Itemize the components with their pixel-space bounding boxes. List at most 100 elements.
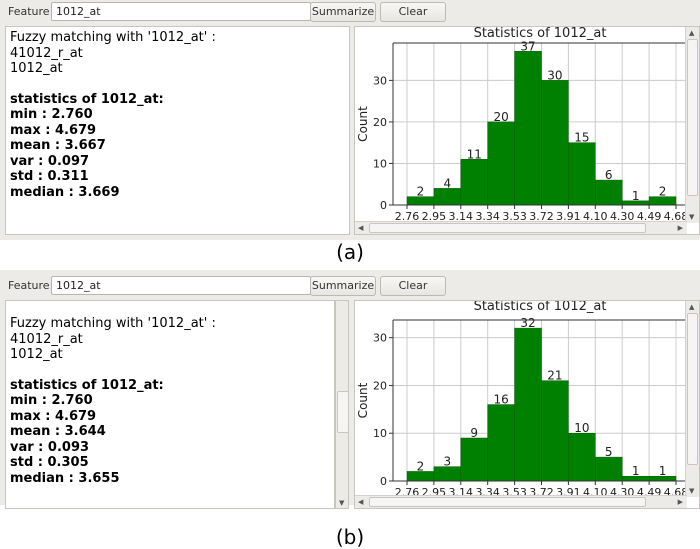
chart-vertical-scrollbar[interactable]: ▲ ▼ — [685, 27, 699, 223]
summarize-button[interactable]: Summarize — [310, 276, 376, 296]
bar-data-label: 5 — [605, 445, 613, 459]
bar-data-label: 30 — [547, 68, 562, 82]
x-tick-label: 3.91 — [556, 486, 581, 497]
x-tick-label: 3.53 — [502, 210, 526, 223]
chart-title: Statistics of 1012_at — [474, 27, 607, 41]
x-tick-label: 4.30 — [610, 486, 635, 497]
chart-vertical-scrollbar[interactable]: ▲ ▼ — [685, 301, 699, 497]
histogram-bar — [541, 80, 569, 206]
stat-line: min : 2.760 — [10, 107, 93, 122]
x-tick-label: 2.76 — [395, 486, 420, 497]
y-tick-label: 10 — [373, 157, 387, 170]
chart-horizontal-scrollbar[interactable]: ◀ ▶ — [355, 221, 687, 234]
match-item: 41012_r_at — [10, 45, 83, 61]
summary-window: Feature: 1012_at Summarize Clear Fuzzy m… — [0, 270, 700, 509]
bar-data-label: 32 — [520, 316, 535, 330]
match-header: Fuzzy matching with '1012_at' : — [10, 30, 216, 45]
x-tick-label: 3.72 — [529, 486, 554, 497]
histogram-bar — [460, 437, 488, 482]
feature-input[interactable]: 1012_at — [51, 2, 311, 21]
stat-line: median : 3.669 — [10, 184, 120, 200]
x-tick-label: 4.10 — [583, 210, 608, 223]
scroll-left-icon[interactable]: ◀ — [358, 498, 364, 506]
summary-window: Feature: 1012_at Summarize Clear Fuzzy m… — [0, 0, 700, 240]
scroll-right-icon[interactable]: ▶ — [677, 498, 683, 506]
bar-data-label: 10 — [574, 421, 589, 435]
figure-caption: (a) — [336, 240, 364, 264]
chart-title: Statistics of 1012_at — [474, 301, 607, 314]
feature-label: Feature: — [8, 5, 54, 18]
histogram-bar — [595, 456, 623, 482]
histogram-bar — [568, 432, 596, 482]
bar-data-label: 2 — [659, 185, 667, 199]
y-tick-label: 10 — [373, 427, 387, 440]
x-tick-label: 2.95 — [422, 486, 447, 497]
chart-horizontal-scrollbar[interactable]: ◀ ▶ — [355, 495, 687, 508]
x-tick-label: 3.34 — [475, 486, 500, 497]
x-tick-label: 4.30 — [610, 210, 635, 223]
histogram-bar — [460, 159, 488, 206]
feature-input[interactable]: 1012_at — [51, 276, 311, 295]
x-tick-label: 3.34 — [475, 210, 500, 223]
stat-line: var : 0.093 — [10, 439, 90, 455]
match-item: 41012_r_at — [10, 331, 83, 347]
x-tick-label: 3.91 — [556, 210, 581, 223]
stat-line: mean : 3.644 — [10, 424, 106, 439]
bar-data-label: 15 — [574, 131, 589, 145]
histogram-panel: Statistics of 1012_at 2 4 11 20 37 30 15 6 1 2 0 10 2… — [354, 26, 700, 235]
y-tick-label: 30 — [373, 74, 387, 87]
scroll-right-icon[interactable]: ▶ — [677, 224, 683, 232]
y-axis-label: Count — [356, 382, 370, 418]
bar-data-label: 11 — [467, 147, 482, 161]
scroll-left-icon[interactable]: ◀ — [358, 224, 364, 232]
scroll-down-icon[interactable]: ▼ — [689, 487, 695, 495]
stat-line: max : 4.679 — [10, 122, 97, 138]
x-tick-label: 4.49 — [637, 486, 662, 497]
scroll-up-icon[interactable]: ▲ — [689, 303, 695, 311]
x-tick-label: 3.72 — [529, 210, 554, 223]
results-text-panel: Fuzzy matching with '1012_at' :41012_r_a… — [5, 300, 335, 509]
histogram-bar — [433, 188, 462, 206]
scroll-down-icon[interactable]: ▼ — [689, 213, 695, 221]
bar-data-label: 1 — [632, 189, 640, 203]
feature-label: Feature: — [8, 279, 54, 292]
bar-data-label: 9 — [470, 426, 478, 440]
histogram-bar — [514, 51, 542, 206]
bar-data-label: 37 — [520, 39, 535, 53]
x-tick-label: 4.68 — [664, 210, 687, 223]
x-tick-label: 4.68 — [664, 486, 687, 497]
y-tick-label: 0 — [380, 475, 387, 488]
histogram-bar — [514, 327, 542, 482]
bar-data-label: 21 — [547, 369, 562, 383]
match-item: 1012_at — [10, 347, 63, 362]
match-header: Fuzzy matching with '1012_at' : — [10, 316, 216, 331]
summarize-button[interactable]: Summarize — [310, 2, 376, 22]
histogram-bar — [568, 142, 596, 206]
bar-data-label: 6 — [605, 168, 613, 182]
x-tick-label: 2.76 — [395, 210, 420, 223]
clear-button[interactable]: Clear — [380, 2, 446, 22]
bar-data-label: 16 — [494, 393, 509, 407]
stat-line: var : 0.097 — [10, 153, 90, 169]
x-tick-label: 3.53 — [502, 486, 526, 497]
clear-button[interactable]: Clear — [380, 276, 446, 296]
scroll-down-icon[interactable]: ▼ — [339, 499, 345, 507]
histogram-bar — [595, 179, 623, 206]
x-tick-label: 4.49 — [637, 210, 662, 223]
x-tick-label: 4.10 — [583, 486, 608, 497]
bar-data-label: 2 — [417, 459, 425, 473]
bar-data-label: 4 — [444, 176, 452, 190]
x-tick-label: 3.14 — [449, 486, 474, 497]
y-tick-label: 0 — [380, 199, 387, 212]
stats-header: statistics of 1012_at: — [10, 377, 164, 393]
stat-line: std : 0.311 — [10, 169, 89, 184]
bar-data-label: 1 — [659, 464, 667, 478]
text-vertical-scrollbar[interactable]: ▼ — [335, 300, 349, 509]
y-tick-label: 30 — [373, 332, 387, 345]
bar-data-label: 20 — [494, 110, 509, 124]
scroll-up-icon[interactable]: ▲ — [689, 29, 695, 37]
figure-caption: (b) — [335, 525, 365, 549]
stat-line: min : 2.760 — [10, 393, 93, 408]
bar-data-label: 3 — [444, 455, 452, 469]
